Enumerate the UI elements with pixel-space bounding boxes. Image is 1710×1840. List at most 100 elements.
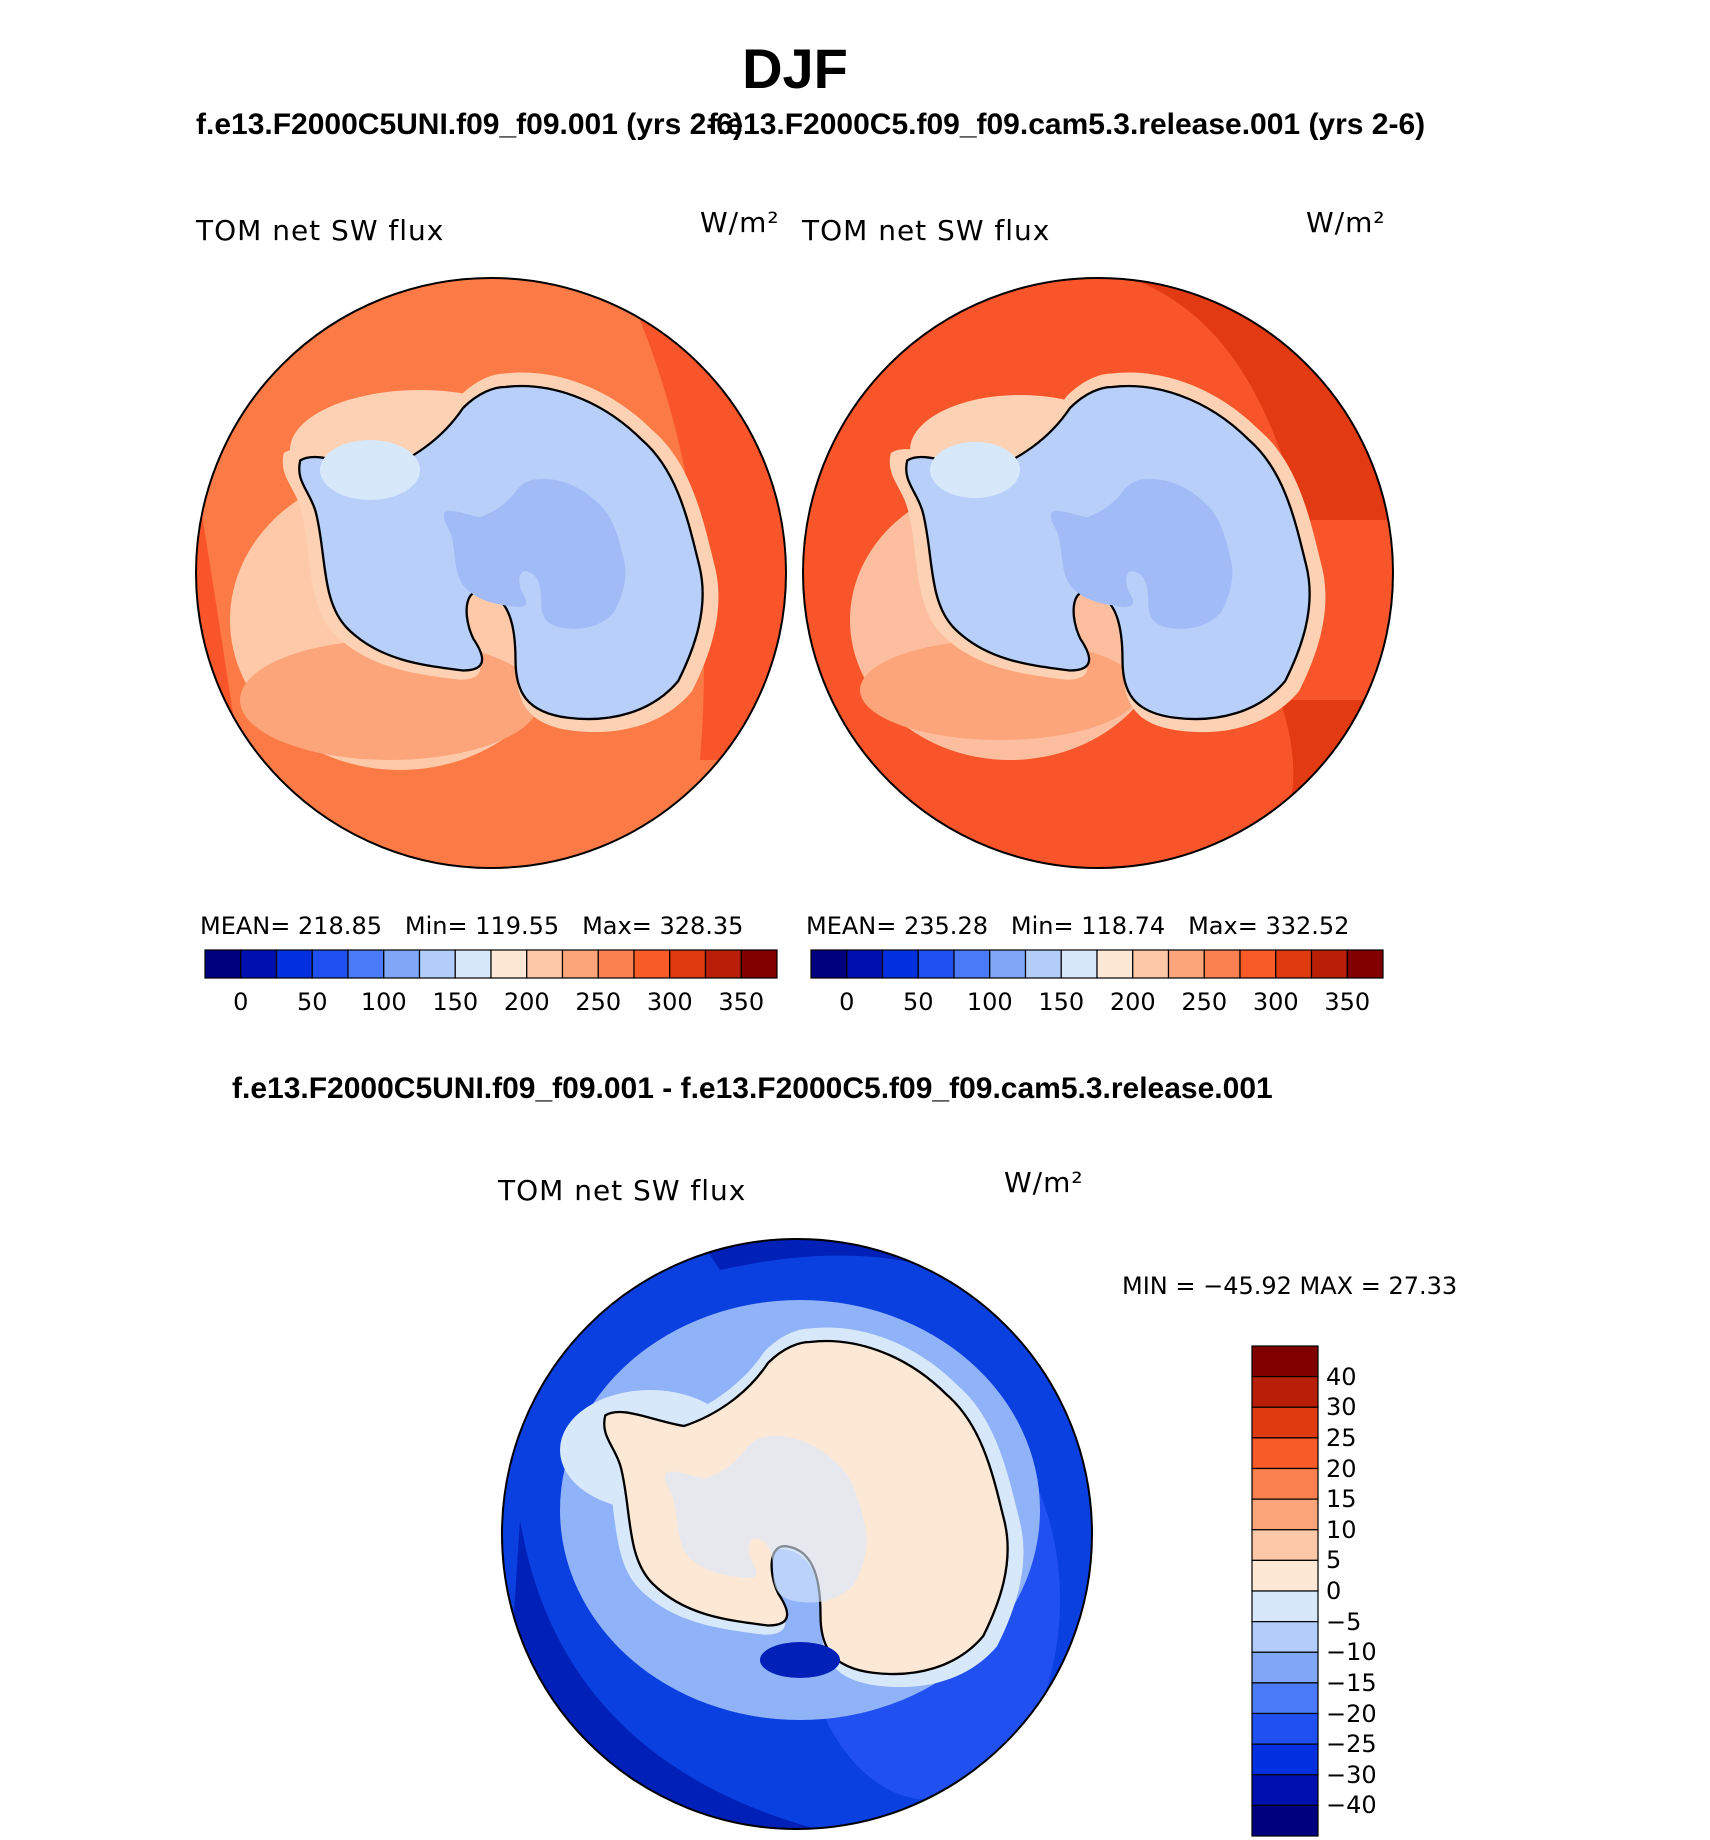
panel1-min-label: Min= xyxy=(404,912,468,940)
colorbar-diff-swatch xyxy=(1251,1437,1319,1470)
diff-variable-label: TOM net SW flux xyxy=(498,1174,747,1207)
diff-units-label: W/m² xyxy=(1004,1166,1084,1199)
colorbar-diff-swatch xyxy=(1251,1621,1319,1653)
colorbar-diff-tick-label: 5 xyxy=(1326,1546,1342,1575)
panel2-stats: MEAN= 235.28 Min= 118.74 Max= 332.52 xyxy=(806,912,1349,940)
colorbar-diff-swatch xyxy=(1251,1498,1319,1531)
colorbar-diff-swatch xyxy=(1251,1651,1319,1684)
diff-minmax-text: MIN = −45.92 MAX = 27.33 xyxy=(1122,1272,1458,1300)
colorbar1-swatch xyxy=(561,949,599,979)
colorbar-diff-swatch xyxy=(1251,1345,1319,1378)
colorbar1-swatch xyxy=(597,949,635,979)
panel2-units-label: W/m² xyxy=(1306,206,1386,239)
colorbar-diff-swatch xyxy=(1251,1376,1319,1408)
colorbar-diff-swatch xyxy=(1251,1712,1319,1745)
panel1-variable-label: TOM net SW flux xyxy=(196,214,445,247)
panel2-case-title: f.e13.F2000C5.f09_f09.cam5.3.release.001… xyxy=(708,108,1426,141)
panel1-ice-patch xyxy=(320,440,420,500)
colorbar-diff-tick-label: −5 xyxy=(1326,1607,1362,1636)
difference-polar-map xyxy=(502,1239,1092,1829)
colorbar-diff-swatch xyxy=(1251,1804,1319,1837)
colorbar1-tick-label: 350 xyxy=(718,988,765,1016)
colorbar1-swatch xyxy=(526,949,564,979)
colorbar-diff-tick-label: −40 xyxy=(1326,1791,1377,1820)
colorbar1-swatch xyxy=(633,949,671,979)
colorbar2-swatch xyxy=(1346,949,1384,979)
colorbar-diff-tick-label: 30 xyxy=(1326,1393,1357,1422)
panel1-min-value: 119.55 xyxy=(475,912,560,940)
panel2-min-value: 118.74 xyxy=(1081,912,1166,940)
colorbar2-swatch xyxy=(917,949,955,979)
colorbar1-tick-label: 300 xyxy=(646,988,693,1016)
colorbar1-swatch xyxy=(311,949,349,979)
colorbar2-tick-label: 0 xyxy=(839,988,855,1016)
colorbar1-swatch xyxy=(418,949,456,979)
colorbar-diff-swatch xyxy=(1251,1529,1319,1561)
colorbar-diff-tick-label: −20 xyxy=(1326,1699,1377,1728)
colorbar1-tick-label: 100 xyxy=(360,988,407,1016)
colorbar1-tick-label: 150 xyxy=(432,988,479,1016)
panel2-ice-patch xyxy=(930,442,1020,498)
panel1-units-label: W/m² xyxy=(700,206,780,239)
colorbar2-swatch xyxy=(1096,949,1134,979)
colorbar2-swatch xyxy=(1275,949,1313,979)
difference-title: f.e13.F2000C5UNI.f09_f09.001 - f.e13.F20… xyxy=(232,1072,1273,1105)
colorbar-diff xyxy=(1251,1345,1319,1837)
panel1-polar-map xyxy=(196,278,786,868)
colorbar-diff-tick-label: 20 xyxy=(1326,1454,1357,1483)
colorbar1-swatch xyxy=(669,949,707,979)
colorbar1-swatch xyxy=(240,949,278,979)
colorbar2-swatch xyxy=(953,949,991,979)
colorbar2-swatch xyxy=(1203,949,1241,979)
panel2-max-value: 332.52 xyxy=(1265,912,1350,940)
panel2-mean-label: MEAN= xyxy=(806,912,897,940)
colorbar2-swatch xyxy=(989,949,1027,979)
colorbar1-swatch xyxy=(204,949,242,979)
colorbar-diff-tick-label: 0 xyxy=(1326,1577,1342,1605)
season-title: DJF xyxy=(742,37,848,100)
colorbar2-swatch xyxy=(881,949,919,979)
panel1-mean-label: MEAN= xyxy=(200,912,291,940)
colorbar-diff-tick-label: 40 xyxy=(1326,1362,1357,1391)
colorbar2-swatch xyxy=(1060,949,1098,979)
panel2-map-border xyxy=(802,277,1394,869)
colorbar2-swatch xyxy=(1167,949,1205,979)
colorbar-diff-swatch xyxy=(1251,1682,1319,1715)
panel2-max-label: Max= xyxy=(1188,912,1258,940)
colorbar1-swatch xyxy=(454,949,492,979)
colorbar-diff-tick-label: 10 xyxy=(1326,1515,1357,1544)
colorbar1-swatch xyxy=(704,949,742,979)
colorbar-diff-swatch xyxy=(1251,1406,1319,1439)
panel2-min-label: Min= xyxy=(1010,912,1074,940)
panel2-polar-map xyxy=(803,278,1393,868)
panel1-max-label: Max= xyxy=(582,912,652,940)
panel1-max-value: 328.35 xyxy=(659,912,744,940)
panel1-map-border xyxy=(195,277,787,869)
colorbar2 xyxy=(810,949,1384,979)
colorbar1-tick-label: 50 xyxy=(296,988,328,1016)
colorbar1-tick-label: 0 xyxy=(233,988,249,1016)
panel2-mean-value: 235.28 xyxy=(904,912,988,940)
colorbar2-tick-label: 50 xyxy=(902,988,934,1016)
colorbar2-tick-label: 300 xyxy=(1252,988,1299,1016)
panel2-variable-label: TOM net SW flux xyxy=(802,214,1051,247)
colorbar2-swatch xyxy=(810,949,848,979)
colorbar2-tick-label: 200 xyxy=(1109,988,1156,1016)
colorbar-diff-swatch xyxy=(1251,1467,1319,1500)
colorbar-diff-tick-label: −15 xyxy=(1326,1668,1377,1697)
colorbar1-tick-label: 250 xyxy=(575,988,622,1016)
colorbar-diff-swatch xyxy=(1251,1559,1319,1592)
colorbar1-swatch xyxy=(490,949,528,979)
panel1-stats: MEAN= 218.85 Min= 119.55 Max= 328.35 xyxy=(200,912,743,940)
colorbar2-tick-label: 250 xyxy=(1181,988,1228,1016)
colorbar1-swatch xyxy=(383,949,421,979)
colorbar2-swatch xyxy=(1239,949,1277,979)
colorbar-diff-swatch xyxy=(1251,1774,1319,1806)
colorbar2-tick-label: 350 xyxy=(1324,988,1371,1016)
colorbar1 xyxy=(204,949,778,979)
colorbar2-swatch xyxy=(1132,949,1170,979)
colorbar1-swatch xyxy=(275,949,313,979)
colorbar-diff-tick-label: −25 xyxy=(1326,1730,1377,1759)
colorbar-diff-tick-label: −10 xyxy=(1326,1638,1377,1667)
